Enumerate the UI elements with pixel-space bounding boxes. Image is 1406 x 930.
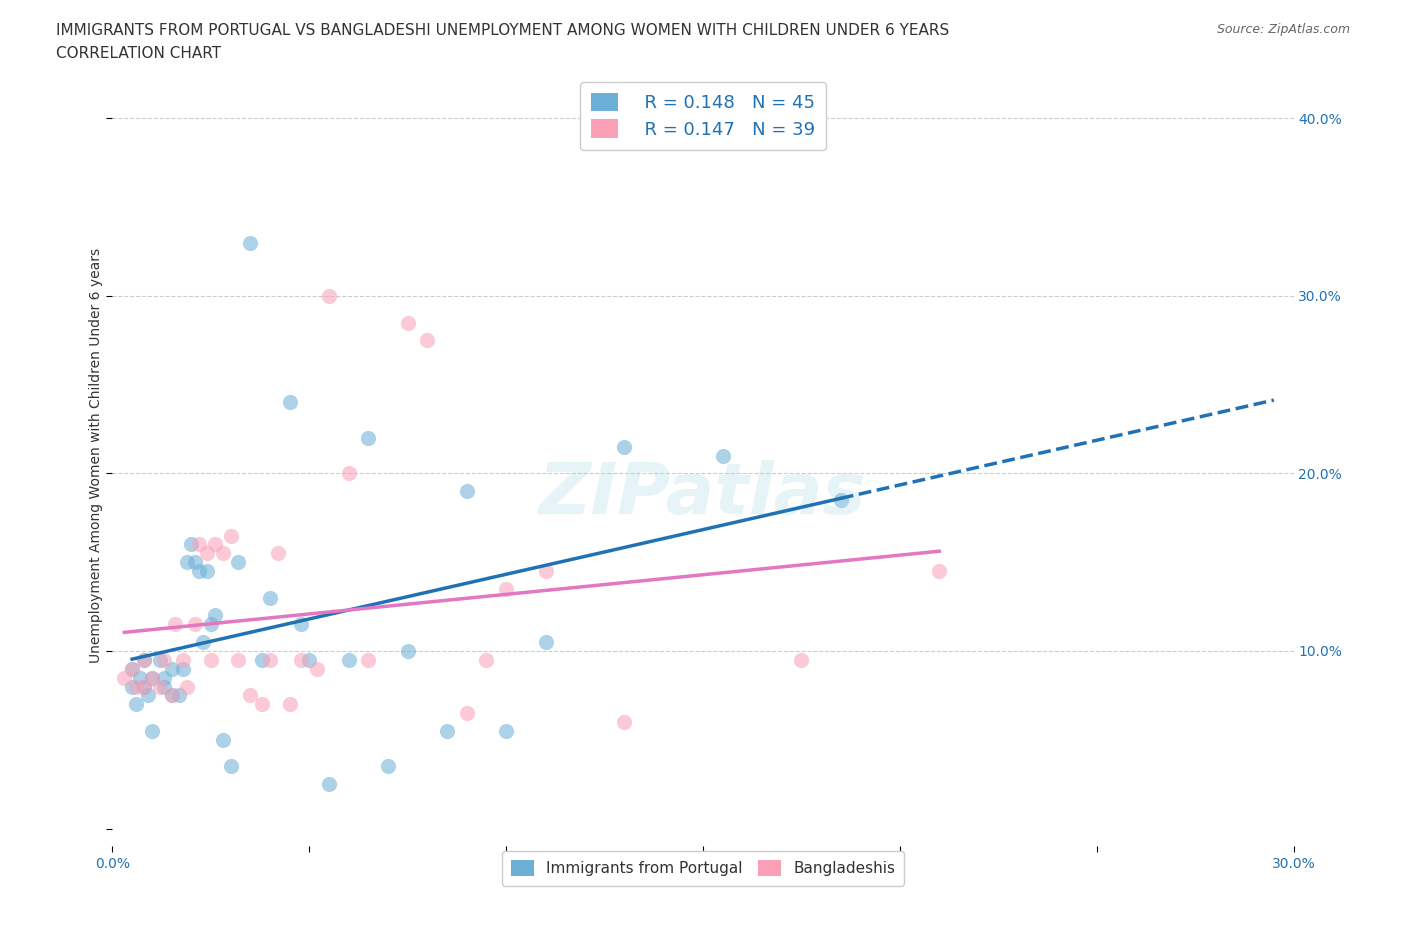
Point — [149, 679, 172, 694]
Point — [495, 581, 517, 596]
Point — [219, 528, 242, 543]
Point — [259, 591, 281, 605]
Point — [160, 661, 183, 676]
Point — [267, 546, 290, 561]
Point — [337, 653, 360, 668]
Point — [239, 688, 262, 703]
Point — [129, 671, 152, 685]
Point — [195, 546, 218, 561]
Point — [195, 564, 218, 578]
Point — [228, 555, 250, 570]
Point — [357, 653, 380, 668]
Point — [250, 697, 273, 711]
Point — [132, 679, 155, 694]
Text: CORRELATION CHART: CORRELATION CHART — [56, 46, 221, 61]
Point — [211, 732, 233, 747]
Point — [176, 555, 198, 570]
Point — [141, 671, 163, 685]
Point — [204, 537, 226, 551]
Point — [191, 634, 214, 649]
Text: Source: ZipAtlas.com: Source: ZipAtlas.com — [1216, 23, 1350, 36]
Point — [172, 661, 194, 676]
Point — [278, 697, 301, 711]
Point — [416, 333, 439, 348]
Text: IMMIGRANTS FROM PORTUGAL VS BANGLADESHI UNEMPLOYMENT AMONG WOMEN WITH CHILDREN U: IMMIGRANTS FROM PORTUGAL VS BANGLADESHI … — [56, 23, 949, 38]
Point — [121, 661, 143, 676]
Point — [184, 617, 207, 631]
Point — [184, 555, 207, 570]
Point — [290, 653, 312, 668]
Point — [204, 608, 226, 623]
Y-axis label: Unemployment Among Women with Children Under 6 years: Unemployment Among Women with Children U… — [89, 248, 103, 663]
Point — [534, 564, 557, 578]
Point — [711, 448, 734, 463]
Point — [112, 671, 135, 685]
Point — [396, 644, 419, 658]
Point — [337, 466, 360, 481]
Point — [357, 431, 380, 445]
Point — [830, 493, 852, 508]
Point — [149, 653, 172, 668]
Point — [200, 653, 222, 668]
Point — [132, 653, 155, 668]
Point — [165, 617, 187, 631]
Point — [228, 653, 250, 668]
Point — [318, 288, 340, 303]
Point — [318, 777, 340, 791]
Point — [278, 395, 301, 410]
Point — [259, 653, 281, 668]
Point — [160, 688, 183, 703]
Point — [211, 546, 233, 561]
Point — [169, 688, 191, 703]
Legend: Immigrants from Portugal, Bangladeshis: Immigrants from Portugal, Bangladeshis — [502, 851, 904, 885]
Point — [121, 661, 143, 676]
Point — [160, 688, 183, 703]
Text: ZIPatlas: ZIPatlas — [540, 460, 866, 529]
Point — [180, 537, 202, 551]
Point — [298, 653, 321, 668]
Point — [132, 653, 155, 668]
Point — [219, 759, 242, 774]
Point — [136, 688, 159, 703]
Point — [250, 653, 273, 668]
Point — [188, 537, 211, 551]
Point — [613, 714, 636, 729]
Point — [121, 679, 143, 694]
Point — [125, 679, 148, 694]
Point — [152, 671, 174, 685]
Point — [239, 235, 262, 250]
Point — [495, 724, 517, 738]
Point — [307, 661, 329, 676]
Point — [176, 679, 198, 694]
Point — [125, 697, 148, 711]
Point — [152, 679, 174, 694]
Point — [152, 653, 174, 668]
Point — [141, 724, 163, 738]
Point — [290, 617, 312, 631]
Point — [188, 564, 211, 578]
Point — [613, 439, 636, 454]
Point — [534, 634, 557, 649]
Point — [377, 759, 399, 774]
Point — [790, 653, 813, 668]
Point — [132, 679, 155, 694]
Point — [436, 724, 458, 738]
Point — [928, 564, 950, 578]
Point — [456, 706, 478, 721]
Point — [141, 671, 163, 685]
Point — [396, 315, 419, 330]
Point — [172, 653, 194, 668]
Point — [200, 617, 222, 631]
Point — [456, 484, 478, 498]
Point — [475, 653, 498, 668]
